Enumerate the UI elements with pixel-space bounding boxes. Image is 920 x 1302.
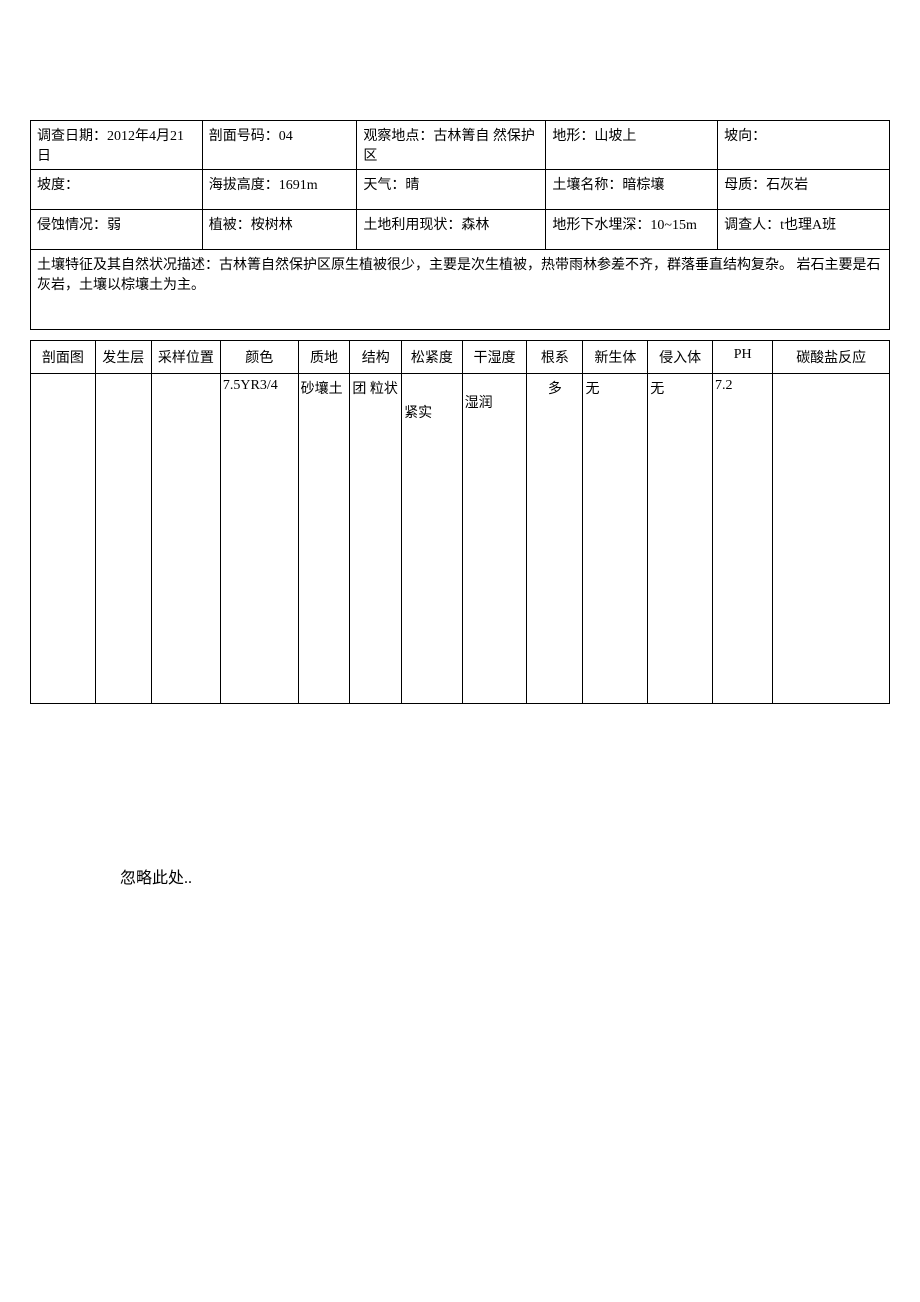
cell-ph: 7.2 (712, 374, 772, 704)
value-surveyor: t也理A班 (780, 218, 836, 233)
label-elevation: 海拔高度： (209, 178, 279, 193)
cell-aspect: 坡向： (718, 121, 890, 170)
label-profile-no: 剖面号码： (209, 129, 279, 144)
header-7: 干湿度 (462, 341, 527, 374)
cell-elevation: 海拔高度：1691m (202, 170, 357, 210)
cell-parent-material: 母质：石灰岩 (718, 170, 890, 210)
cell-profile-no: 剖面号码：04 (202, 121, 357, 170)
value-weather: 晴 (405, 178, 419, 193)
cell-profile-img (31, 374, 96, 704)
soil-info-table: 调查日期：2012年4月21日 剖面号码：04 观察地点：古林箐自 然保护区 地… (30, 120, 890, 330)
label-land-use: 土地利用现状： (363, 218, 461, 233)
label-vegetation: 植被： (209, 218, 251, 233)
label-parent-material: 母质： (724, 178, 766, 193)
cell-vegetation: 植被：桉树林 (202, 210, 357, 250)
cell-soil-name: 土壤名称：暗棕壤 (546, 170, 718, 210)
data-row: 7.5YR3/4 砂壤土 团 粒状 紧实 湿润 多 无 无 7.2 (31, 374, 890, 704)
header-9: 新生体 (583, 341, 648, 374)
value-groundwater: 10~15m (650, 218, 696, 233)
header-6: 松紧度 (402, 341, 462, 374)
value-terrain: 山坡上 (594, 129, 636, 144)
label-description: 土壤特征及其自然状况描述： (37, 258, 219, 273)
value-land-use: 森林 (461, 218, 489, 233)
header-5: 结构 (350, 341, 402, 374)
info-row-description: 土壤特征及其自然状况描述：古林箐自然保护区原生植被很少，主要是次生植被，热带雨林… (31, 250, 890, 330)
value-profile-no: 04 (279, 129, 293, 144)
label-aspect: 坡向： (724, 129, 766, 144)
cell-moisture: 湿润 (462, 374, 527, 704)
cell-description: 土壤特征及其自然状况描述：古林箐自然保护区原生植被很少，主要是次生植被，热带雨林… (31, 250, 890, 330)
value-vegetation: 桉树林 (251, 218, 293, 233)
cell-horizon (95, 374, 151, 704)
header-8: 根系 (527, 341, 583, 374)
label-slope: 坡度： (37, 178, 79, 193)
header-4: 质地 (298, 341, 350, 374)
value-soil-name: 暗棕壤 (622, 178, 664, 193)
label-erosion: 侵蚀情况： (37, 218, 107, 233)
header-12: 碳酸盐反应 (773, 341, 890, 374)
cell-terrain: 地形：山坡上 (546, 121, 718, 170)
label-survey-date: 调查日期： (37, 129, 107, 144)
value-elevation: 1691m (279, 178, 318, 193)
value-parent-material: 石灰岩 (766, 178, 808, 193)
cell-surveyor: 调查人：t也理A班 (718, 210, 890, 250)
cell-weather: 天气：晴 (357, 170, 546, 210)
data-header-row: 剖面图发生层采样位置颜色质地结构松紧度干湿度根系新生体侵入体PH碳酸盐反应 (31, 341, 890, 374)
info-row-1: 调查日期：2012年4月21日 剖面号码：04 观察地点：古林箐自 然保护区 地… (31, 121, 890, 170)
label-surveyor: 调查人： (724, 218, 780, 233)
cell-roots: 多 (527, 374, 583, 704)
cell-neoformation: 无 (583, 374, 648, 704)
label-terrain: 地形： (552, 129, 594, 144)
cell-intrusion: 无 (648, 374, 713, 704)
cell-location: 观察地点：古林箐自 然保护区 (357, 121, 546, 170)
value-moisture: 湿润 (465, 396, 493, 411)
cell-compactness: 紧实 (402, 374, 462, 704)
cell-survey-date: 调查日期：2012年4月21日 (31, 121, 203, 170)
cell-texture: 砂壤土 (298, 374, 350, 704)
cell-slope: 坡度： (31, 170, 203, 210)
cell-carbonate (773, 374, 890, 704)
cell-color: 7.5YR3/4 (220, 374, 298, 704)
value-erosion: 弱 (107, 218, 121, 233)
soil-data-table: 剖面图发生层采样位置颜色质地结构松紧度干湿度根系新生体侵入体PH碳酸盐反应 7.… (30, 340, 890, 704)
info-row-2: 坡度： 海拔高度：1691m 天气：晴 土壤名称：暗棕壤 母质：石灰岩 (31, 170, 890, 210)
cell-erosion: 侵蚀情况：弱 (31, 210, 203, 250)
label-weather: 天气： (363, 178, 405, 193)
info-row-3: 侵蚀情况：弱 植被：桉树林 土地利用现状：森林 地形下水埋深：10~15m 调查… (31, 210, 890, 250)
header-0: 剖面图 (31, 341, 96, 374)
value-roots: 多 (548, 382, 562, 397)
label-location: 观察地点： (363, 129, 433, 144)
cell-groundwater: 地形下水埋深：10~15m (546, 210, 718, 250)
header-10: 侵入体 (648, 341, 713, 374)
value-compactness: 紧实 (404, 406, 432, 421)
cell-structure: 团 粒状 (350, 374, 402, 704)
footer-text: 忽略此处.. (120, 864, 890, 888)
cell-land-use: 土地利用现状：森林 (357, 210, 546, 250)
header-11: PH (712, 341, 772, 374)
header-2: 采样位置 (151, 341, 220, 374)
cell-sample-pos (151, 374, 220, 704)
label-groundwater: 地形下水埋深： (552, 218, 650, 233)
header-3: 颜色 (220, 341, 298, 374)
header-1: 发生层 (95, 341, 151, 374)
label-soil-name: 土壤名称： (552, 178, 622, 193)
